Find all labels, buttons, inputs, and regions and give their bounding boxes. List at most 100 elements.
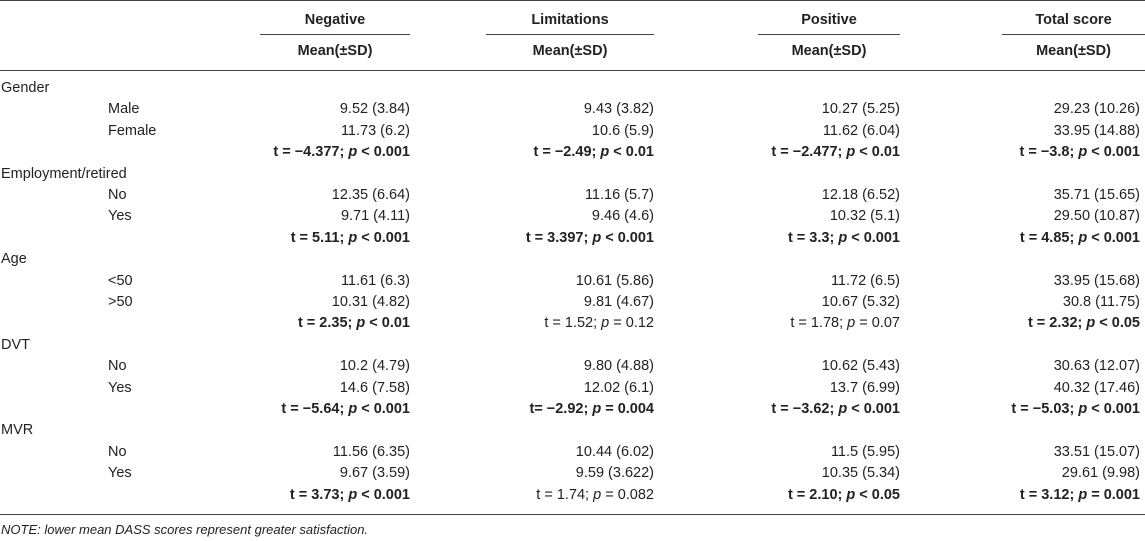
table-cell: 9.52 (3.84) — [339, 101, 410, 118]
stat-t-value: t = −3.62; — [771, 401, 835, 417]
header-limitations: Limitations — [531, 12, 609, 28]
table-row: No 12.35 (6.64) 11.16 (5.7) 12.18 (6.52) 35.… — [0, 185, 1145, 206]
stats-row: t = 5.11; p < 0.001 t = 3.397; p < 0.001 t… — [0, 228, 1145, 249]
row-label: Female — [108, 122, 157, 139]
group-row: Gender — [0, 78, 1145, 99]
header-negative: Negative — [304, 12, 366, 28]
table-cell: 12.35 (6.64) — [331, 187, 410, 203]
table-cell: 9.71 (4.11) — [340, 208, 410, 225]
stat-cell: t = 5.11; p < 0.001 — [240, 228, 410, 249]
table-cell: 11.56 (6.35) — [332, 443, 410, 460]
stat-t-value: t = −5.03; — [1011, 401, 1075, 417]
stat-cell: t = −3.62; p < 0.001 — [720, 399, 900, 420]
stat-p-value: = 0.082 — [601, 486, 654, 503]
stat-t-value: t = 3.73; — [289, 486, 345, 503]
stat-p-value: < 0.01 — [609, 144, 654, 161]
table-cell: 30.63 (12.07) — [1053, 358, 1140, 375]
row-label: <50 — [108, 272, 133, 289]
stat-t-value: t = −2.49; — [533, 144, 597, 161]
stat-t-value: t = −4.377; — [273, 144, 345, 161]
group-label: Gender — [1, 80, 50, 96]
table-cell: 11.16 (5.7) — [584, 187, 654, 203]
table-cell: 29.61 (9.98) — [1061, 465, 1140, 482]
table-row: Male 9.52 (3.84) 9.43 (3.82) 10.27 (5.25) 29… — [0, 99, 1145, 120]
table-cell: 11.5 (5.95) — [830, 443, 900, 460]
stat-t-value: t = −2.477; — [771, 144, 843, 161]
group-row: MVR — [0, 420, 1145, 441]
stat-p-value: < 0.001 — [601, 229, 654, 246]
stat-p-symbol: p — [1078, 144, 1088, 161]
stat-p-value: < 0.001 — [1087, 144, 1140, 161]
row-label: No — [108, 443, 127, 460]
table-bottom-rule — [0, 514, 1145, 515]
subheader-mean-sd: Mean(±SD) — [532, 43, 608, 59]
group-row: Employment/retired — [0, 164, 1145, 185]
table-cell: 9.59 (3.622) — [575, 465, 654, 482]
table-cell: 10.44 (6.02) — [575, 443, 654, 460]
stat-cell: t = 3.3; p < 0.001 — [720, 228, 900, 249]
stat-t-value: t = 2.35; — [297, 315, 353, 332]
stat-p-symbol: p — [348, 144, 358, 161]
table-cell: 33.51 (15.07) — [1053, 443, 1140, 460]
stats-row: t = −5.64; p < 0.001 t= −2.92; p = 0.004 t… — [0, 399, 1145, 420]
table-row: >50 10.31 (4.82) 9.81 (4.67) 10.67 (5.32) 30… — [0, 292, 1145, 313]
header-total-score: Total score — [1035, 12, 1112, 28]
table-cell: 10.2 (4.79) — [339, 358, 410, 375]
stat-t-value: t = 2.10; — [787, 486, 843, 503]
table-row: Female 11.73 (6.2) 10.6 (5.9) 11.62 (6.04) 3… — [0, 121, 1145, 142]
table-cell: 10.27 (5.25) — [821, 101, 900, 118]
stat-p-value: < 0.001 — [357, 144, 410, 161]
subheader-mean-sd: Mean(±SD) — [297, 43, 373, 59]
row-label: Yes — [108, 379, 132, 396]
stat-p-value: < 0.001 — [357, 229, 410, 246]
stat-t-value: t = −3.8; — [1019, 144, 1075, 161]
stat-cell: t = −3.8; p < 0.001 — [950, 142, 1140, 163]
stat-p-value: < 0.001 — [1087, 401, 1140, 417]
stat-p-symbol: p — [592, 401, 602, 417]
table-cell: 33.95 (14.88) — [1053, 122, 1140, 139]
stat-p-value: < 0.01 — [855, 144, 900, 161]
stat-t-value: t = 1.74; — [536, 486, 590, 503]
table-row: Yes 9.67 (3.59) 9.59 (3.622) 10.35 (5.34) 29… — [0, 463, 1145, 484]
stat-p-value: < 0.001 — [847, 229, 900, 246]
stat-cell: t = −2.477; p < 0.01 — [720, 142, 900, 163]
table-cell: 35.71 (15.65) — [1053, 187, 1140, 203]
stat-t-value: t= −2.92; — [529, 401, 589, 417]
table-cell: 12.02 (6.1) — [583, 379, 654, 396]
row-label: Yes — [108, 208, 132, 225]
header-underline — [758, 34, 900, 35]
stat-t-value: t = 3.397; — [525, 229, 589, 246]
group-row: DVT — [0, 335, 1145, 356]
stat-cell: t = 2.32; p < 0.05 — [950, 313, 1140, 334]
stats-row: t = 3.73; p < 0.001 t = 1.74; p = 0.082 t … — [0, 485, 1145, 506]
table-cell: 9.43 (3.82) — [583, 101, 654, 118]
stats-row: t = 2.35; p < 0.01 t = 1.52; p = 0.12 t = … — [0, 313, 1145, 334]
table-cell: 10.6 (5.9) — [591, 122, 654, 139]
stat-cell: t = 4.85; p < 0.001 — [950, 228, 1140, 249]
table-cell: 9.46 (4.6) — [591, 208, 654, 225]
table-cell: 9.81 (4.67) — [583, 294, 654, 310]
table-row: Yes 14.6 (7.58) 12.02 (6.1) 13.7 (6.99) 40.3… — [0, 378, 1145, 399]
table-row: No 11.56 (6.35) 10.44 (6.02) 11.5 (5.95) 33.… — [0, 442, 1145, 463]
table-cell: 11.73 (6.2) — [340, 122, 410, 139]
stat-t-value: t = 4.85; — [1019, 229, 1075, 246]
stat-p-value: < 0.001 — [357, 401, 410, 417]
stat-p-symbol: p — [846, 486, 856, 503]
subheader-mean-sd: Mean(±SD) — [1036, 43, 1111, 59]
stat-cell: t = 1.74; p = 0.082 — [460, 485, 654, 506]
header-underline — [486, 34, 654, 35]
group-label: MVR — [1, 422, 34, 439]
stats-row: t = −4.377; p < 0.001 t = −2.49; p < 0.01… — [0, 142, 1145, 163]
table-cell: 10.67 (5.32) — [821, 294, 900, 310]
stat-t-value: t = −5.64; — [281, 401, 345, 417]
table-cell: 10.31 (4.82) — [331, 294, 410, 310]
stat-p-symbol: p — [348, 401, 358, 417]
stat-p-value: = 0.12 — [609, 315, 654, 332]
stat-p-symbol: p — [356, 315, 366, 332]
row-label: Male — [108, 101, 140, 118]
stat-cell: t = 2.35; p < 0.01 — [240, 313, 410, 334]
stat-p-value: < 0.05 — [855, 486, 900, 503]
stat-cell: t = −2.49; p < 0.01 — [460, 142, 654, 163]
table-cell: 10.61 (5.86) — [575, 272, 654, 289]
table-cell: 13.7 (6.99) — [829, 379, 900, 396]
